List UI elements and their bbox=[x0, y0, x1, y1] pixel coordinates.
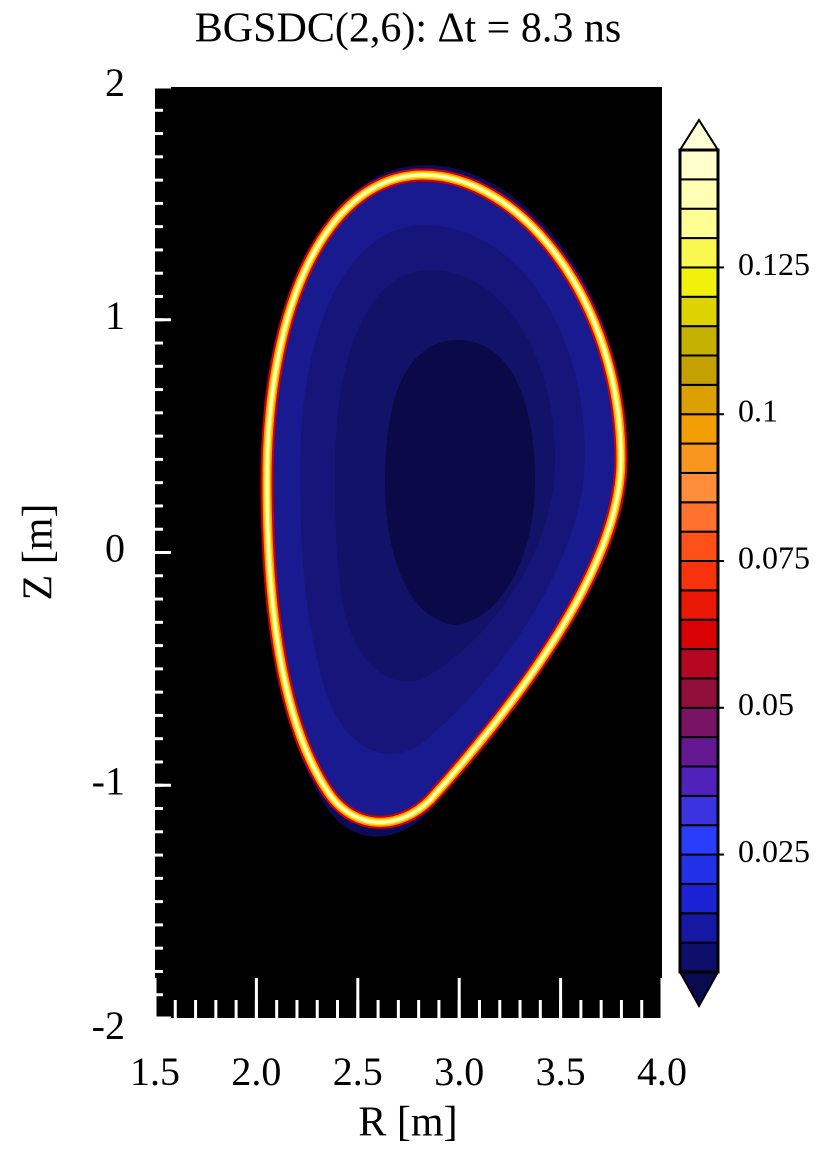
colorbar-tick-label: 0.125 bbox=[738, 246, 810, 282]
colorbar-tick-label: 0.025 bbox=[738, 833, 810, 869]
colorbar-level bbox=[679, 442, 719, 474]
colorbar-level bbox=[679, 325, 719, 357]
plot-area bbox=[155, 87, 662, 1018]
colorbar-level bbox=[679, 677, 719, 709]
colorbar-extend-top bbox=[678, 118, 720, 151]
x-tick-label: 4.0 bbox=[637, 1049, 687, 1094]
x-tick-label: 3.0 bbox=[434, 1049, 484, 1094]
contour-field bbox=[260, 165, 628, 837]
y-axis-label: Z [m] bbox=[16, 504, 62, 601]
colorbar-level bbox=[679, 149, 719, 181]
colorbar-tick-label: 0.05 bbox=[738, 686, 794, 722]
y-tick-label: 1 bbox=[105, 293, 125, 338]
chart-title: BGSDC(2,6): Δt = 8.3 ns bbox=[195, 6, 621, 52]
colorbar-level bbox=[679, 765, 719, 797]
colorbar-level bbox=[679, 266, 719, 298]
colorbar-level bbox=[679, 589, 719, 621]
x-tick-label: 2.5 bbox=[333, 1049, 383, 1094]
colorbar-level bbox=[679, 824, 719, 856]
colorbar-level bbox=[679, 295, 719, 328]
colorbar-level bbox=[679, 530, 719, 563]
colorbar-level bbox=[679, 501, 719, 533]
colorbar-level bbox=[679, 912, 719, 944]
colorbar-level bbox=[679, 882, 719, 915]
x-tick-label: 1.5 bbox=[130, 1049, 180, 1094]
colorbar-level bbox=[679, 794, 719, 827]
colorbar-level bbox=[679, 354, 719, 386]
edge-ring bbox=[265, 173, 623, 824]
contour-core bbox=[385, 340, 535, 625]
y-tick-label: 0 bbox=[105, 526, 125, 571]
x-tick-label: 3.5 bbox=[536, 1049, 586, 1094]
x-axis-label: R [m] bbox=[358, 1100, 457, 1146]
colorbar-level bbox=[679, 618, 719, 651]
colorbar-tick-label: 0.1 bbox=[738, 393, 778, 429]
colorbar-level bbox=[679, 471, 719, 504]
y-tick-label: 2 bbox=[105, 60, 125, 105]
colorbar-level bbox=[679, 383, 719, 416]
colorbar-level bbox=[679, 706, 719, 739]
colorbar-level bbox=[679, 560, 719, 592]
colorbar-level bbox=[679, 941, 719, 974]
colorbar-level bbox=[679, 178, 719, 210]
colorbar-level bbox=[679, 648, 719, 680]
colorbar-level bbox=[679, 207, 719, 240]
x-tick-label: 2.0 bbox=[231, 1049, 281, 1094]
colorbar-level bbox=[679, 853, 719, 885]
colorbar-tick-label: 0.075 bbox=[738, 539, 810, 575]
colorbar-level bbox=[679, 413, 719, 445]
axes: 1.5 2.0 2.5 3.0 3.5 4.0 2 1 0 -1 -2 0.025 0.05 0.075 0… bbox=[92, 60, 810, 1094]
y-tick-label: -1 bbox=[92, 758, 125, 803]
colorbar-level bbox=[679, 237, 719, 269]
colorbar-level bbox=[679, 736, 719, 768]
colorbar-extend-bottom bbox=[678, 971, 720, 1009]
y-tick-label: -2 bbox=[92, 1003, 125, 1048]
